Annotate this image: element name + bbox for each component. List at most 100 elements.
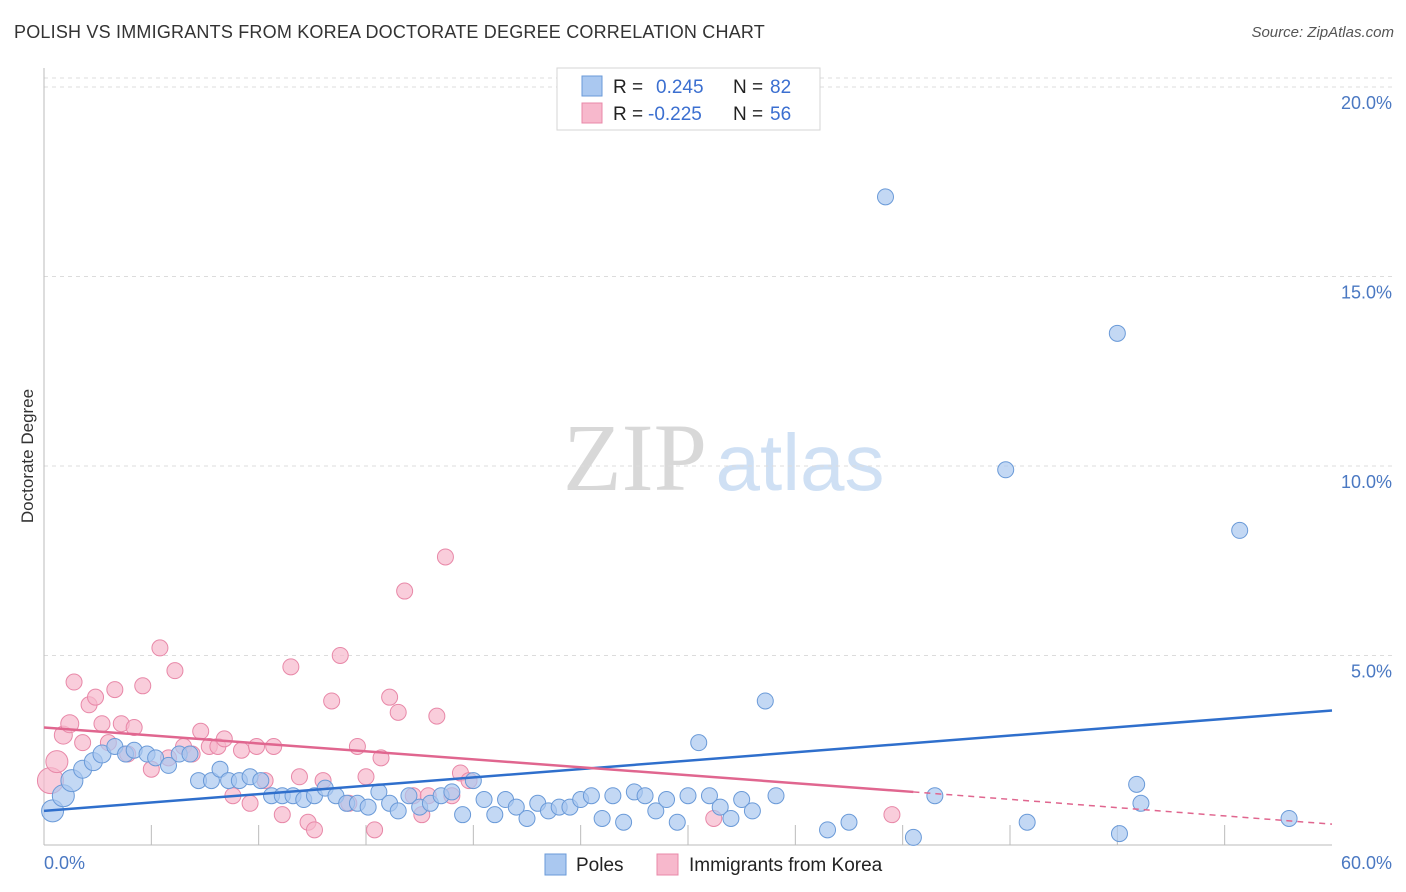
korea-point-38	[331, 646, 349, 664]
korea-point-21	[192, 722, 210, 740]
poles-point-30	[359, 798, 377, 816]
poles-point-72	[904, 828, 922, 846]
korea-point-8	[93, 715, 111, 733]
y-tick-label-3: 20.0%	[1341, 93, 1392, 113]
legend-korea-r-label: R =	[613, 104, 643, 125]
bottom-legend-poles-label: Poles	[576, 855, 624, 876]
poles-point-5	[92, 744, 112, 764]
poles-point-16	[211, 760, 229, 778]
poles-point-60	[679, 787, 697, 805]
legend-poles-r-value: 0.245	[656, 77, 704, 98]
watermark-zip: ZIP	[563, 404, 707, 511]
korea-point-46	[396, 582, 414, 600]
poles-point-38	[443, 783, 461, 801]
legend-poles-n-value: 82	[770, 77, 791, 98]
korea-point-41	[357, 768, 375, 786]
correlation-legend: R = 0.245 N = 82 R = -0.225 N = 56	[556, 67, 821, 131]
poles-point-42	[486, 806, 504, 824]
x-tick-label-max: 60.0%	[1341, 853, 1392, 873]
poles-point-78	[1128, 775, 1146, 793]
korea-point-1	[45, 750, 69, 774]
poles-point-44	[507, 798, 525, 816]
legend-poles-n-label: N =	[733, 77, 763, 98]
korea-point-4	[65, 673, 83, 691]
korea-point-7	[87, 688, 105, 706]
poles-point-68	[767, 787, 785, 805]
poles-point-51	[582, 787, 600, 805]
korea-trend-line	[43, 726, 914, 794]
poles-point-53	[604, 787, 622, 805]
poles-point-66	[743, 802, 761, 820]
korea-point-42	[366, 821, 384, 839]
korea-point-31	[273, 806, 291, 824]
legend-korea-n-value: 56	[770, 104, 791, 125]
legend-korea-swatch	[581, 102, 603, 124]
poles-point-33	[389, 802, 407, 820]
korea-point-26	[232, 741, 250, 759]
poles-point-13	[181, 745, 199, 763]
poles-point-62	[700, 787, 718, 805]
poles-point-11	[160, 756, 178, 774]
korea-point-50	[428, 707, 446, 725]
poles-point-10	[147, 749, 165, 767]
y-tick-label-0: 5.0%	[1351, 661, 1392, 681]
chart-title: POLISH VS IMMIGRANTS FROM KOREA DOCTORAT…	[14, 22, 765, 42]
poles-point-45	[518, 809, 536, 827]
poles-point-77	[1110, 825, 1128, 843]
poles-point-40	[464, 772, 482, 790]
poles-point-41	[475, 791, 493, 809]
korea-point-27	[241, 794, 259, 812]
poles-point-67	[756, 692, 774, 710]
korea-point-24	[215, 730, 233, 748]
korea-point-28	[248, 737, 266, 755]
source-label: Source: ZipAtlas.com	[1251, 24, 1394, 41]
korea-point-33	[290, 768, 308, 786]
legend-korea-n-label: N =	[733, 104, 763, 125]
poles-point-73	[926, 787, 944, 805]
poles-point-56	[636, 787, 654, 805]
y-tick-label-2: 15.0%	[1341, 282, 1392, 302]
poles-point-71	[876, 188, 894, 206]
y-axis-label: Doctorate Degree	[18, 389, 37, 523]
poles-point-65	[733, 791, 751, 809]
korea-point-35	[305, 821, 323, 839]
poles-point-52	[593, 809, 611, 827]
poles-point-70	[840, 813, 858, 831]
poles-point-58	[658, 791, 676, 809]
poles-point-63	[711, 798, 729, 816]
poles-point-15	[202, 772, 220, 790]
poles-point-74	[997, 461, 1015, 479]
korea-point-14	[134, 677, 152, 695]
poles-point-76	[1108, 324, 1126, 342]
gridlines	[44, 77, 1392, 656]
poles-points	[41, 188, 1298, 846]
poles-point-20	[252, 772, 270, 790]
korea-point-44	[381, 688, 399, 706]
korea-trend-extension	[913, 791, 1333, 825]
poles-point-61	[690, 734, 708, 752]
legend-poles-swatch	[581, 75, 603, 97]
korea-point-30	[265, 737, 283, 755]
korea-point-45	[389, 703, 407, 721]
x-tick-label-min: 0.0%	[44, 853, 85, 873]
poles-point-80	[1231, 521, 1249, 539]
korea-point-10	[106, 681, 124, 699]
poles-trend-line	[43, 709, 1333, 813]
korea-point-13	[125, 719, 143, 737]
poles-point-59	[668, 813, 686, 831]
trend-lines	[43, 709, 1333, 825]
korea-point-18	[166, 662, 184, 680]
poles-point-57	[647, 802, 665, 820]
bottom-legend-poles-swatch	[544, 853, 567, 876]
poles-point-39	[454, 806, 472, 824]
korea-point-51	[436, 548, 454, 566]
legend-poles-r-label: R =	[613, 77, 643, 98]
poles-point-79	[1132, 794, 1150, 812]
series-legend: Poles Immigrants from Korea	[544, 853, 883, 876]
legend-korea-r-value: -0.225	[648, 104, 702, 125]
bottom-legend-korea-swatch	[656, 853, 679, 876]
poles-point-64	[722, 809, 740, 827]
poles-point-75	[1018, 813, 1036, 831]
korea-point-16	[151, 639, 169, 657]
